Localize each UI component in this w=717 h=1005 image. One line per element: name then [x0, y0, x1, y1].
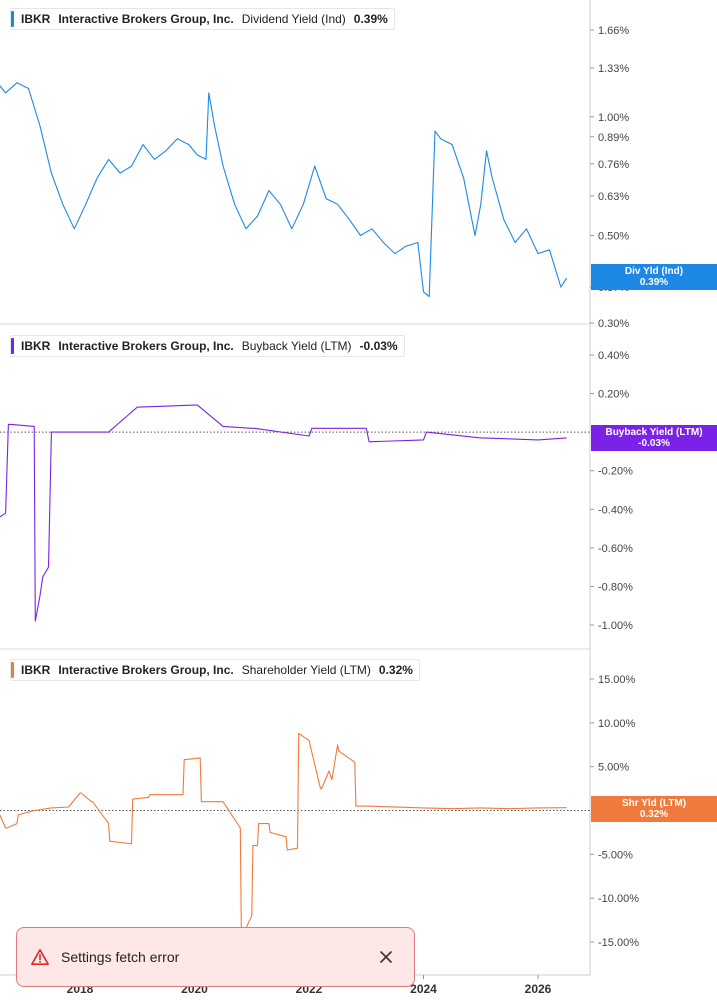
legend-swatch-shareholder [11, 662, 14, 678]
panel-buyback: 0.40% 0.20% -0.20% -0.40% -0.60% -0.80% -1.00% [0, 350, 633, 632]
legend-swatch-dividend [11, 11, 14, 27]
y-tick-label: 0.63% [598, 191, 629, 203]
toast-message: Settings fetch error [61, 949, 180, 965]
legend-swatch-buyback [11, 338, 14, 354]
legend-buyback: IBKR Interactive Brokers Group, Inc. Buy… [10, 335, 405, 357]
y-tick-label: 1.66% [598, 25, 629, 37]
y-tick-label: 0.40% [598, 350, 629, 362]
x-tick-label: 2024 [410, 982, 437, 996]
x-tick-label: 2026 [525, 982, 552, 996]
badge-label: Buyback Yield (LTM) [605, 427, 703, 438]
legend-value: 0.39% [353, 12, 388, 26]
y-tick-label: -0.40% [598, 504, 633, 516]
y-tick-label: 1.33% [598, 63, 629, 75]
legend-metric: Dividend Yield (Ind) [241, 12, 346, 26]
badge-dividend: Div Yld (Ind) 0.39% [591, 264, 717, 290]
y-tick-label: 0.50% [598, 231, 629, 243]
error-toast: Settings fetch error [16, 927, 415, 987]
y-tick-label: 5.00% [598, 762, 629, 774]
y-tick-label: 1.00% [598, 112, 629, 124]
warning-icon [31, 948, 49, 966]
y-tick-label: -15.00% [598, 937, 639, 949]
legend-company: Interactive Brokers Group, Inc. [58, 663, 234, 677]
y-tick-label: -0.20% [598, 466, 633, 478]
badge-shareholder: Shr Yld (LTM) 0.32% [591, 796, 717, 822]
series-line-shareholder [0, 732, 567, 939]
legend-value: 0.32% [378, 663, 413, 677]
y-tick-label: -1.00% [598, 620, 633, 632]
legend-ticker: IBKR [21, 663, 51, 677]
close-icon [380, 951, 392, 963]
badge-label: Shr Yld (LTM) [621, 798, 687, 809]
panel-dividend: 1.66%1.33%1.00%0.89%0.76%0.63%0.50%0.37%… [0, 25, 629, 330]
panel-shareholder: 15.00% 10.00% 5.00% -5.00% -10.00% -15.00% [0, 674, 639, 949]
badge-value: -0.03% [638, 438, 670, 449]
y-tick-label: 15.00% [598, 674, 636, 686]
legend-shareholder: IBKR Interactive Brokers Group, Inc. Sha… [10, 659, 420, 681]
badge-buyback: Buyback Yield (LTM) -0.03% [591, 425, 717, 451]
y-tick-label: 0.20% [598, 389, 629, 401]
legend-metric: Buyback Yield (LTM) [241, 339, 352, 353]
legend-ticker: IBKR [21, 12, 51, 26]
y-tick-label: 10.00% [598, 718, 636, 730]
badge-value: 0.39% [639, 277, 669, 288]
y-tick-label: 0.89% [598, 132, 629, 144]
y-tick-label: 0.76% [598, 159, 629, 171]
legend-company: Interactive Brokers Group, Inc. [58, 339, 234, 353]
badge-value: 0.32% [639, 809, 669, 820]
badge-label: Div Yld (Ind) [624, 266, 684, 277]
legend-company: Interactive Brokers Group, Inc. [58, 12, 234, 26]
y-tick-label: -0.60% [598, 543, 633, 555]
legend-dividend: IBKR Interactive Brokers Group, Inc. Div… [10, 8, 395, 30]
series-line-dividend [0, 82, 568, 298]
y-tick-label: -5.00% [598, 849, 633, 861]
toast-close-button[interactable] [372, 943, 400, 971]
legend-metric: Shareholder Yield (LTM) [241, 663, 371, 677]
legend-ticker: IBKR [21, 339, 51, 353]
y-tick-label: -10.00% [598, 893, 639, 905]
legend-value: -0.03% [359, 339, 398, 353]
y-tick-label: -0.80% [598, 581, 633, 593]
series-line-buyback [0, 404, 567, 622]
y-tick-label: 0.30% [598, 318, 629, 330]
